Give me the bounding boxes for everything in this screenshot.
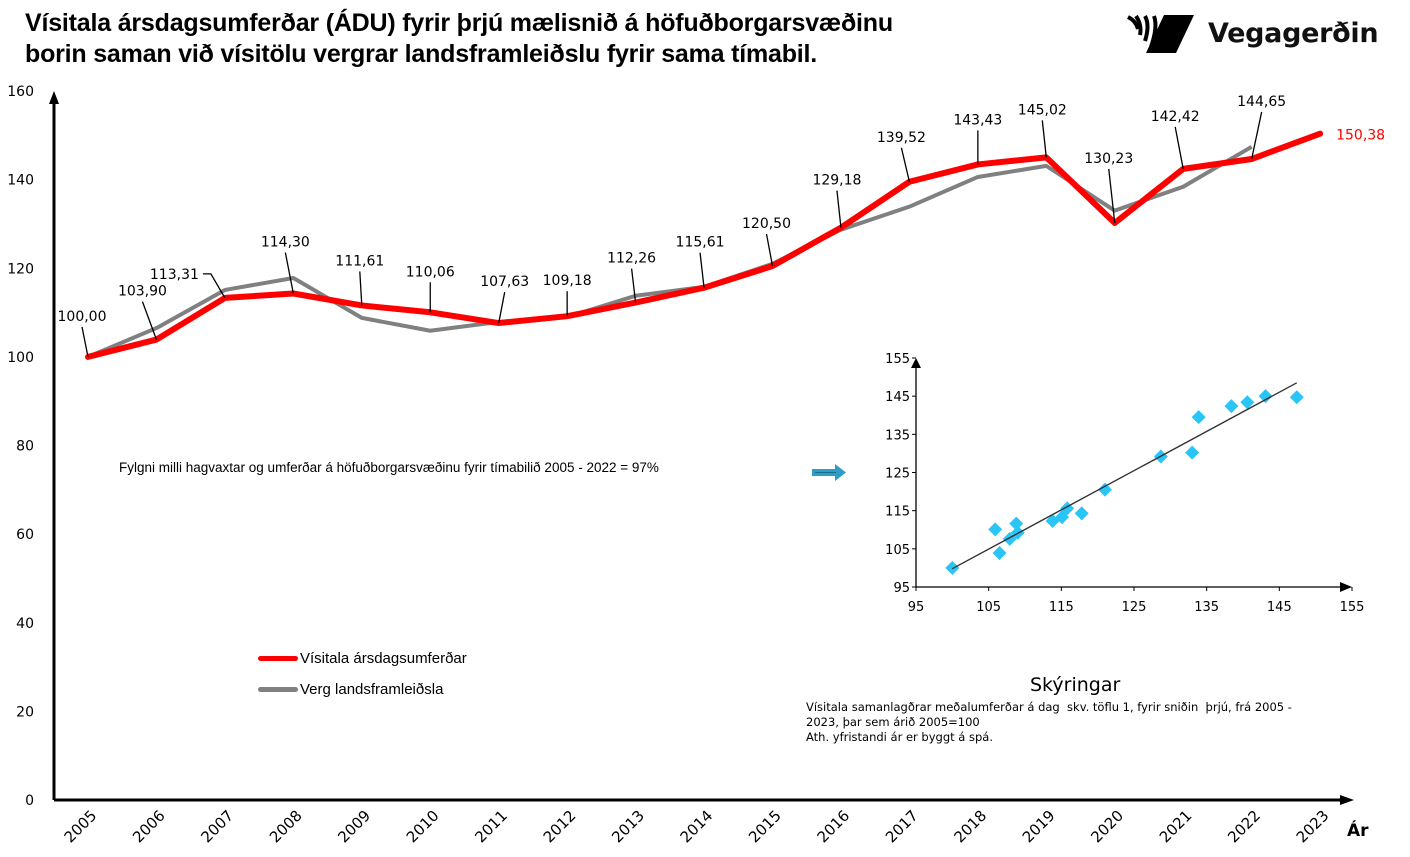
y-tick-label: 0 [25, 793, 34, 809]
data-label: 150,38 [1336, 128, 1385, 144]
legend-label-gdp: Verg landsframleiðsla [300, 681, 444, 698]
logo-text: Vegagerðin [1208, 17, 1379, 49]
gdp-series-line [87, 145, 1253, 359]
data-label: 111,61 [335, 253, 384, 269]
leader-line [81, 326, 89, 358]
scatter-x-tick-label: 95 [908, 600, 925, 615]
scatter-y-tick-label: 145 [885, 390, 910, 405]
leader-line [699, 252, 705, 288]
y-tick-label: 140 [7, 173, 34, 189]
scatter-x-tick-label: 105 [976, 600, 1001, 615]
y-tick-label: 80 [16, 439, 34, 455]
scatter-y-tick-label: 155 [885, 352, 910, 367]
vegagerdin-logo-icon [1127, 14, 1194, 53]
data-label: 100,00 [58, 309, 107, 325]
leader-line [359, 271, 363, 306]
data-label: 107,63 [480, 274, 529, 290]
leader-line [284, 252, 294, 294]
data-label: 103,90 [118, 284, 167, 300]
legend-swatch-traffic [258, 656, 298, 661]
leader-line [141, 301, 158, 340]
notes-line: 2023, þar sem árið 2005=100 [806, 715, 980, 729]
leader-line [498, 291, 506, 324]
leader-line [1174, 126, 1184, 170]
scatter-y-tick-label: 135 [885, 428, 910, 443]
data-label: 130,23 [1084, 151, 1133, 167]
scatter-y-arrowhead [911, 358, 921, 368]
legend-item-traffic: Vísitala ársdagsumferðar [258, 643, 467, 674]
x-axis-label: Ár [1347, 819, 1369, 841]
scatter-point [1289, 390, 1304, 405]
scatter-point [1258, 389, 1273, 404]
y-tick-label: 120 [7, 261, 34, 277]
data-label: 129,18 [812, 173, 861, 189]
leader-line [202, 273, 226, 299]
scatter-point [1191, 410, 1206, 425]
leader-line [1108, 168, 1116, 223]
chart-legend: Vísitala ársdagsumferðar Verg landsframl… [258, 643, 467, 705]
y-tick-label: 100 [7, 350, 34, 366]
leader-line [1041, 120, 1047, 158]
scatter-point [988, 522, 1003, 537]
leader-line [1251, 111, 1263, 160]
legend-item-gdp: Verg landsframleiðsla [258, 674, 467, 705]
data-label: 139,52 [877, 130, 926, 146]
y-tick-label: 60 [16, 527, 34, 543]
scatter-y-tick-label: 125 [885, 467, 910, 482]
data-label: 143,43 [953, 112, 1002, 128]
data-label: 113,31 [150, 267, 199, 283]
data-label: 110,06 [406, 264, 455, 280]
scatter-point [1009, 516, 1024, 531]
scatter-point [1097, 482, 1112, 497]
scatter-point [1240, 395, 1255, 410]
scatter-y-tick-label: 115 [885, 505, 910, 520]
scatter-x-tick-label: 145 [1267, 600, 1292, 615]
scatter-x-tick-label: 115 [1049, 600, 1074, 615]
notes-title: Skýringar [1030, 674, 1121, 696]
data-label: 145,02 [1018, 102, 1067, 118]
leader-line [900, 147, 911, 182]
scatter-y-tick-label: 105 [885, 543, 910, 558]
leader-line [765, 233, 774, 267]
chart-title: Vísitala ársdagsumferðar (ÁDU) fyrir þrj… [25, 8, 893, 70]
chart-title-line2: borin saman við vísitölu vergrar landsfr… [25, 40, 818, 68]
y-tick-label: 160 [7, 84, 34, 100]
x-axis-arrowhead [1340, 795, 1354, 805]
legend-label-traffic: Vísitala ársdagsumferðar [300, 650, 467, 667]
scatter-x-tick-label: 125 [1122, 600, 1147, 615]
data-label: 115,61 [676, 235, 725, 251]
scatter-x-arrowhead [1340, 582, 1352, 592]
data-label: 112,26 [607, 251, 656, 267]
right-arrow-icon [812, 464, 846, 481]
data-label: 142,42 [1151, 109, 1200, 125]
data-label: 114,30 [261, 235, 310, 251]
scatter-point [1074, 506, 1089, 521]
scatter-trendline [952, 382, 1298, 570]
scatter-y-tick-label: 95 [893, 581, 910, 596]
scatter-point [1224, 399, 1239, 414]
vegagerdin-logo: Vegagerðin [1126, 13, 1379, 53]
scatter-point [1185, 445, 1200, 460]
chart-title-line1: Vísitala ársdagsumferðar (ÁDU) fyrir þrj… [25, 9, 893, 37]
data-label: 109,18 [543, 273, 592, 289]
data-label: 120,50 [742, 216, 791, 232]
leader-line [630, 268, 637, 303]
legend-swatch-gdp [258, 687, 298, 692]
notes-line: Ath. yfristandi ár er byggt á spá. [806, 730, 993, 744]
scatter-x-tick-label: 155 [1340, 600, 1365, 615]
notes-line: Vísitala samanlagðrar meðalumferðar á da… [806, 700, 1292, 714]
scatter-x-tick-label: 135 [1194, 600, 1219, 615]
y-tick-label: 20 [16, 704, 34, 720]
leader-line [836, 190, 842, 228]
notes-body: Vísitala samanlagðrar meðalumferðar á da… [806, 700, 1366, 745]
y-tick-label: 40 [16, 616, 34, 632]
y-axis-arrowhead [49, 91, 59, 104]
data-label: 144,65 [1237, 94, 1286, 110]
scatter-point [992, 546, 1007, 561]
correlation-note: Fylgni milli hagvaxtar og umferðar á höf… [119, 460, 659, 475]
